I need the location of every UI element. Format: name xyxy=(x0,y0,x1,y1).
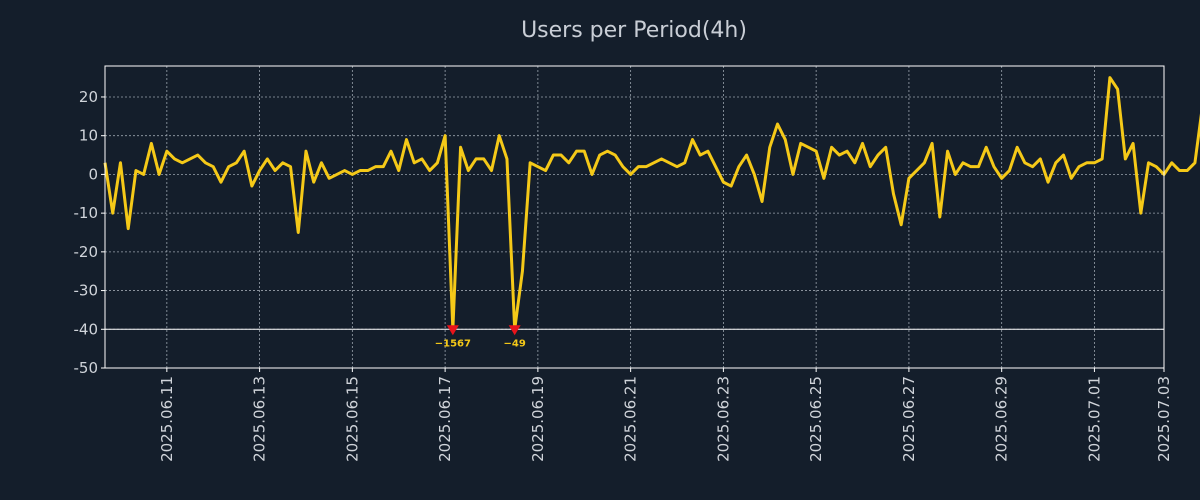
x-tick-label: 2025.06.25 xyxy=(807,376,825,462)
clipped-value-label: −1567 xyxy=(435,338,471,349)
chart-title: Users per Period(4h) xyxy=(521,18,747,43)
x-axis-ticks: 2025.06.11 2025.06.13 2025.06.15 2025.06.17… xyxy=(158,368,1173,462)
x-tick-label: 2025.07.03 xyxy=(1155,376,1173,462)
series-line-users xyxy=(103,76,1200,331)
y-tick-label: -20 xyxy=(74,243,99,261)
series-layer xyxy=(103,76,1200,331)
y-tick-label: -40 xyxy=(74,320,99,338)
x-tick-label: 2025.06.23 xyxy=(714,376,732,462)
y-tick-label: -10 xyxy=(74,204,99,222)
y-tick-label: 0 xyxy=(88,165,98,183)
y-axis-ticks: 20 10 0 -10 -20 -30 -40 -50 xyxy=(74,88,105,377)
x-tick-label: 2025.07.01 xyxy=(1085,376,1103,462)
x-tick-label: 2025.06.21 xyxy=(622,376,640,462)
x-tick-label: 2025.06.17 xyxy=(436,376,454,462)
x-tick-label: 2025.06.29 xyxy=(993,376,1011,462)
plot-frame xyxy=(104,65,1165,369)
x-tick-label: 2025.06.19 xyxy=(529,376,547,462)
grid xyxy=(105,66,1165,369)
y-tick-label: 20 xyxy=(79,88,98,106)
clipped-value-label: −49 xyxy=(504,338,526,349)
x-tick-label: 2025.06.15 xyxy=(343,376,361,462)
x-tick-label: 2025.06.11 xyxy=(158,376,176,462)
clipped-value-marker xyxy=(508,325,521,336)
annotations: −1567 −49 xyxy=(435,325,526,349)
clipped-value-marker xyxy=(446,325,459,336)
x-tick-label: 2025.06.13 xyxy=(251,376,269,462)
x-tick-label: 2025.06.27 xyxy=(900,376,918,462)
y-tick-label: -50 xyxy=(74,359,99,377)
y-tick-label: 10 xyxy=(79,127,98,145)
y-tick-label: -30 xyxy=(74,282,99,300)
